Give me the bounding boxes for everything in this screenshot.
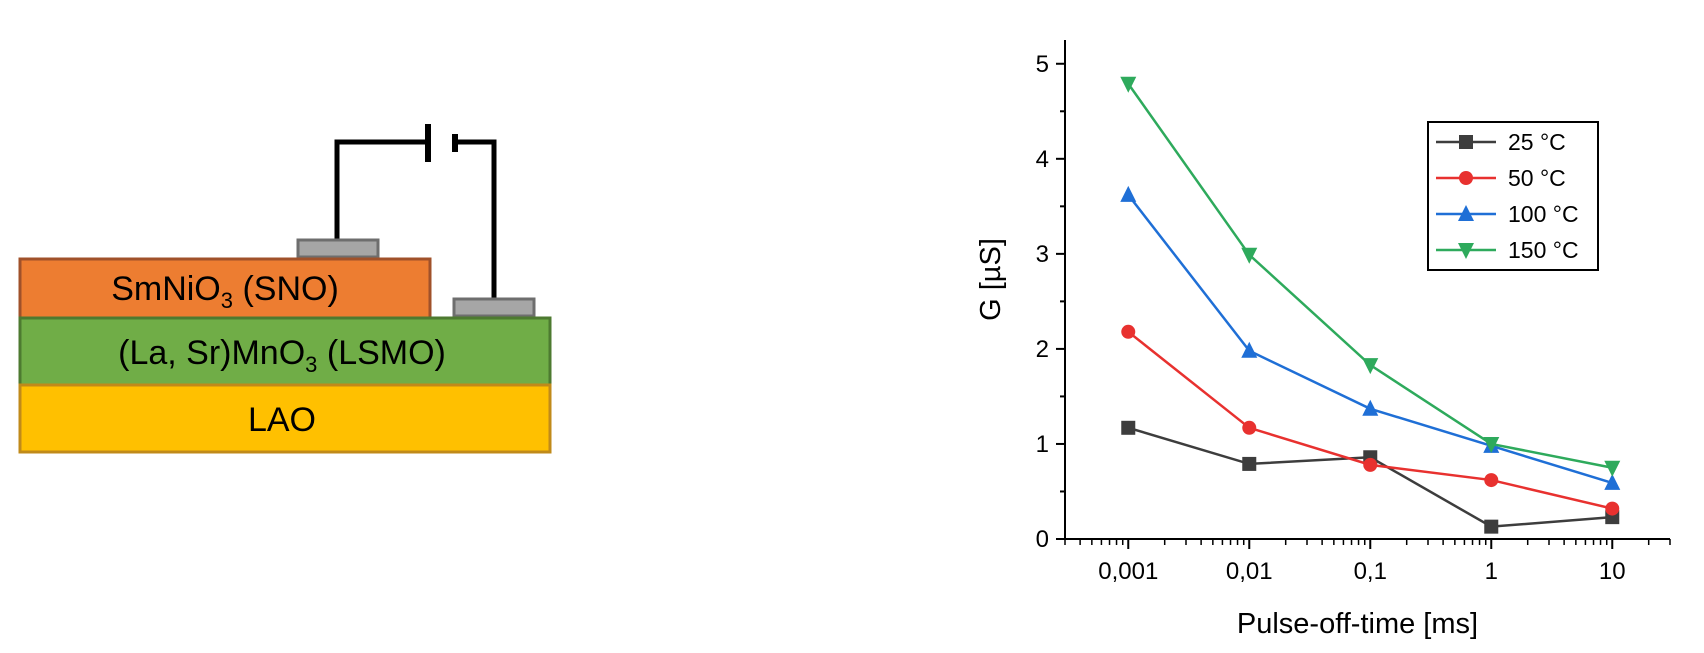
data-point [1241, 341, 1258, 358]
legend-label: 150 °C [1508, 237, 1579, 263]
legend-item: 50 °C [1436, 165, 1566, 191]
data-point [1459, 171, 1473, 185]
data-point [1458, 205, 1474, 221]
y-tick-label: 3 [1036, 241, 1049, 268]
data-point [1484, 473, 1499, 488]
data-point [1604, 460, 1621, 477]
series-150c [1120, 76, 1621, 477]
layer-lao [18, 383, 552, 454]
bottom-electrode [452, 297, 536, 318]
series-100c [1120, 185, 1621, 490]
x-tick-label: 0,001 [1098, 558, 1158, 585]
data-point [1458, 243, 1474, 259]
x-tick-label: 1 [1485, 558, 1498, 585]
legend-label: 50 °C [1508, 165, 1566, 191]
y-tick-label: 2 [1036, 336, 1049, 363]
x-axis-title: Pulse-off-time [ms] [1237, 608, 1478, 640]
data-point [1120, 76, 1137, 93]
data-point [1242, 420, 1257, 435]
data-point [1121, 324, 1136, 339]
y-axis-title: G [µS] [975, 238, 1007, 321]
data-point [1120, 185, 1137, 202]
layer-sno-label: SmNiO3 (SNO) [111, 270, 339, 313]
legend-label: 25 °C [1508, 129, 1566, 155]
layer-sno [18, 257, 432, 320]
legend-item: 25 °C [1436, 129, 1566, 155]
x-tick-label: 10 [1599, 558, 1626, 585]
data-point [1483, 436, 1500, 453]
chart-legend: 25 °C 50 °C 100 °C 150 °C [1427, 121, 1599, 271]
layer-lao-label: LAO [248, 401, 316, 439]
chart-series [1120, 76, 1621, 534]
y-tick-label: 4 [1036, 146, 1049, 173]
data-point [1363, 457, 1378, 472]
chart-axes: 0 1 2 3 4 5 0,001 0,01 0,1 1 10 [1036, 40, 1671, 585]
data-point [1121, 420, 1136, 435]
x-tick-label: 0,1 [1354, 558, 1387, 585]
legend-item: 150 °C [1436, 237, 1579, 263]
data-point [1362, 358, 1379, 375]
legend-item: 100 °C [1436, 201, 1579, 227]
data-point [1459, 135, 1473, 149]
data-point [1242, 456, 1257, 471]
data-point [1362, 399, 1379, 416]
data-point [1604, 473, 1621, 490]
wire-bottom-electrode [455, 139, 497, 299]
series-line [1127, 426, 1613, 528]
y-tick-label: 0 [1036, 526, 1049, 553]
legend-box [1427, 121, 1599, 271]
layer-lsmo-label: (La, Sr)MnO3 (LSMO) [118, 334, 446, 377]
wire-top-electrode [334, 139, 428, 240]
data-point [1484, 519, 1499, 534]
data-point [1241, 247, 1258, 264]
data-point [1605, 501, 1620, 516]
y-tick-label: 1 [1036, 431, 1049, 458]
series-50c [1121, 324, 1620, 516]
y-tick-label: 5 [1036, 51, 1049, 78]
legend-label: 100 °C [1508, 201, 1579, 227]
x-tick-label: 0,01 [1226, 558, 1273, 585]
series-25c [1121, 420, 1620, 534]
top-electrode [296, 238, 380, 259]
device-stack-diagram: SmNiO3 (SNO) (La, Sr)MnO3 (LSMO) LAO [18, 124, 552, 454]
